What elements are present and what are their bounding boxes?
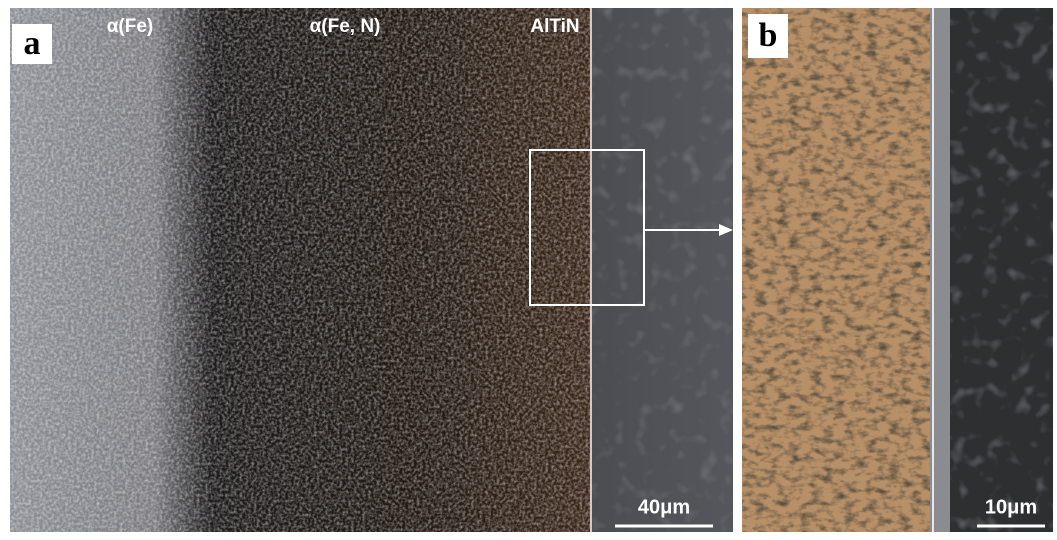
panel-a: a α(Fe) α(Fe, N) AlTiN 40μm (10, 8, 733, 532)
figure: a α(Fe) α(Fe, N) AlTiN 40μm b 10μm (0, 0, 1057, 540)
panel-b: b 10μm (742, 8, 1053, 532)
panel-label: b (759, 17, 778, 54)
coating-texture (592, 8, 733, 532)
annotation: α(Fe, N) (310, 16, 381, 37)
scale-label: 40μm (638, 496, 690, 518)
panel-label: a (24, 25, 41, 62)
texture (742, 8, 932, 532)
scale-label: 10μm (985, 496, 1037, 518)
annotation: AlTiN (530, 16, 579, 37)
coating-texture (950, 8, 1053, 532)
texture (10, 8, 590, 532)
annotation: α(Fe) (107, 16, 154, 37)
